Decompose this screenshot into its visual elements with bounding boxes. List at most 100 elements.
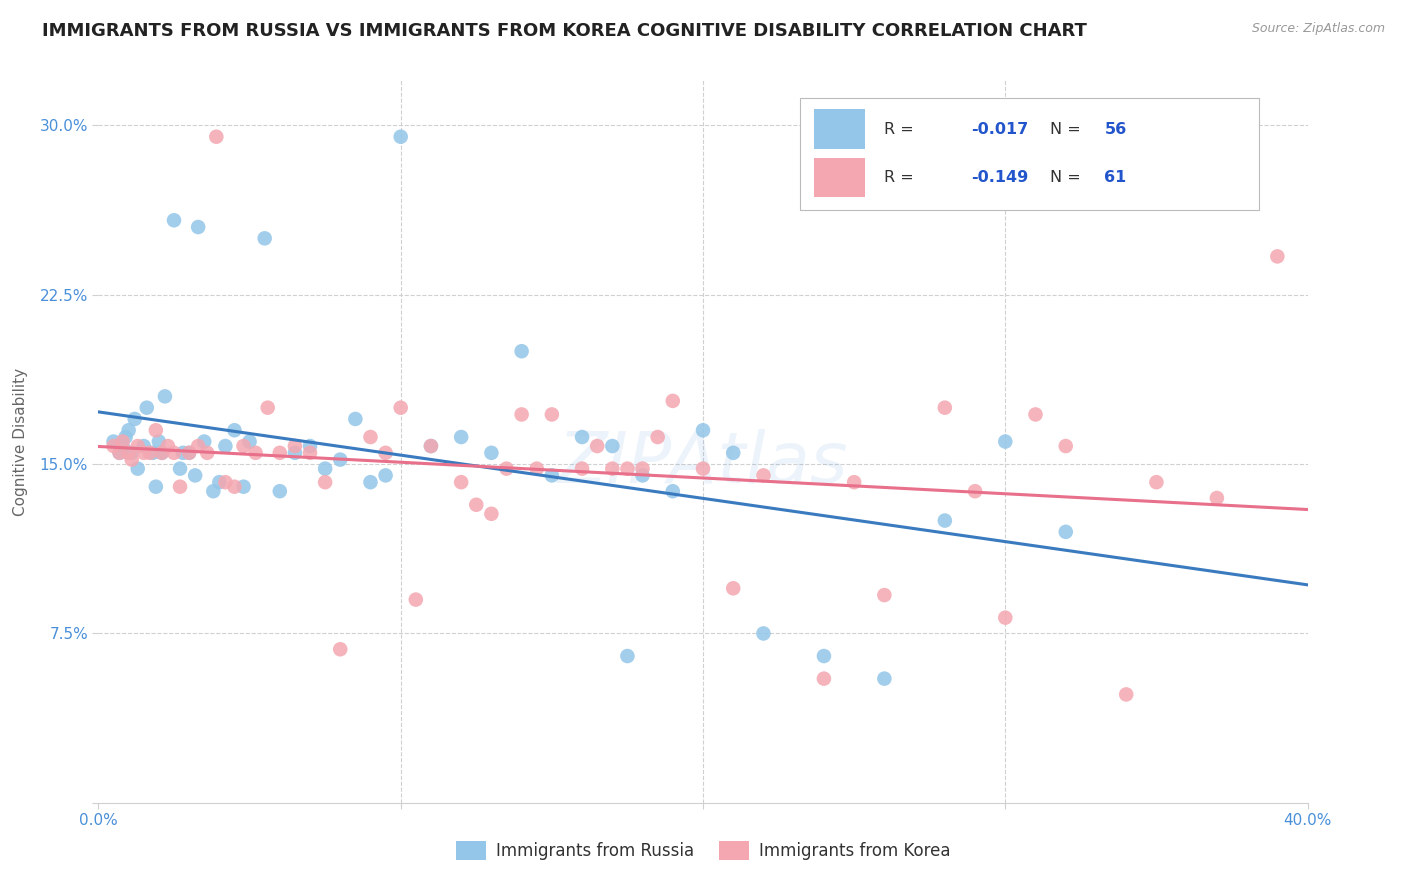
Point	[1054, 524, 1077, 539]
Point	[844, 475, 866, 490]
Point	[253, 231, 276, 245]
Point	[172, 446, 194, 460]
Point	[631, 468, 654, 483]
Point	[495, 461, 517, 475]
Point	[121, 452, 143, 467]
Text: IMMIGRANTS FROM RUSSIA VS IMMIGRANTS FROM KOREA COGNITIVE DISABILITY CORRELATION: IMMIGRANTS FROM RUSSIA VS IMMIGRANTS FRO…	[42, 22, 1087, 40]
Point	[163, 446, 186, 460]
Point	[239, 434, 262, 449]
Point	[616, 461, 638, 475]
Point	[602, 439, 624, 453]
Point	[314, 461, 336, 475]
Point	[156, 439, 179, 453]
Point	[360, 430, 382, 444]
Point	[139, 446, 162, 460]
Point	[692, 461, 714, 475]
Point	[169, 480, 191, 494]
Point	[405, 592, 427, 607]
Point	[813, 672, 835, 686]
Point	[179, 446, 201, 460]
Point	[118, 423, 141, 437]
Y-axis label: Cognitive Disability: Cognitive Disability	[14, 368, 28, 516]
Point	[314, 475, 336, 490]
Point	[153, 389, 176, 403]
Point	[661, 393, 683, 408]
Point	[111, 439, 134, 453]
Point	[510, 408, 533, 422]
Point	[163, 213, 186, 227]
Point	[602, 461, 624, 475]
Point	[571, 430, 593, 444]
Point	[420, 439, 443, 453]
Point	[187, 439, 209, 453]
Point	[1115, 687, 1137, 701]
Point	[752, 626, 775, 640]
Point	[526, 461, 548, 475]
Point	[374, 468, 396, 483]
Point	[103, 439, 125, 453]
Point	[540, 408, 562, 422]
Point	[114, 430, 136, 444]
Point	[510, 344, 533, 359]
Point	[108, 446, 131, 460]
Point	[965, 484, 987, 499]
Point	[208, 475, 231, 490]
Point	[193, 434, 215, 449]
FancyBboxPatch shape	[814, 158, 865, 197]
Point	[481, 507, 503, 521]
FancyBboxPatch shape	[814, 109, 865, 149]
Point	[284, 446, 307, 460]
Point	[723, 582, 745, 596]
Point	[616, 648, 638, 663]
Point	[934, 401, 956, 415]
Point	[124, 412, 146, 426]
Point	[245, 446, 267, 460]
Point	[214, 439, 236, 453]
Point	[150, 446, 173, 460]
Point	[934, 514, 956, 528]
Point	[465, 498, 488, 512]
Point	[873, 588, 896, 602]
Point	[389, 129, 412, 144]
Point	[661, 484, 683, 499]
Point	[148, 434, 170, 449]
Point	[571, 461, 593, 475]
Point	[299, 439, 322, 453]
Point	[132, 439, 155, 453]
Point	[1024, 408, 1046, 422]
Point	[127, 439, 149, 453]
Point	[121, 446, 143, 460]
Point	[103, 434, 125, 449]
Point	[111, 434, 134, 449]
Text: R =: R =	[884, 121, 920, 136]
Point	[145, 423, 167, 437]
Point	[108, 446, 131, 460]
Text: N =: N =	[1050, 121, 1085, 136]
Point	[1206, 491, 1229, 505]
Point	[195, 446, 218, 460]
Text: N =: N =	[1050, 170, 1085, 185]
Point	[187, 220, 209, 235]
Point	[1267, 249, 1289, 263]
Point	[481, 446, 503, 460]
Point	[132, 446, 155, 460]
Point	[360, 475, 382, 490]
Point	[205, 129, 228, 144]
Text: Source: ZipAtlas.com: Source: ZipAtlas.com	[1251, 22, 1385, 36]
Point	[127, 461, 149, 475]
Text: -0.149: -0.149	[972, 170, 1029, 185]
Point	[150, 446, 173, 460]
Point	[269, 446, 291, 460]
Point	[184, 468, 207, 483]
Point	[1054, 439, 1077, 453]
Point	[299, 446, 322, 460]
Point	[224, 480, 246, 494]
Point	[752, 468, 775, 483]
Point	[873, 672, 896, 686]
Point	[420, 439, 443, 453]
Point	[994, 610, 1017, 624]
Point	[224, 423, 246, 437]
Point	[723, 446, 745, 460]
Point	[813, 648, 835, 663]
Point	[329, 642, 352, 657]
